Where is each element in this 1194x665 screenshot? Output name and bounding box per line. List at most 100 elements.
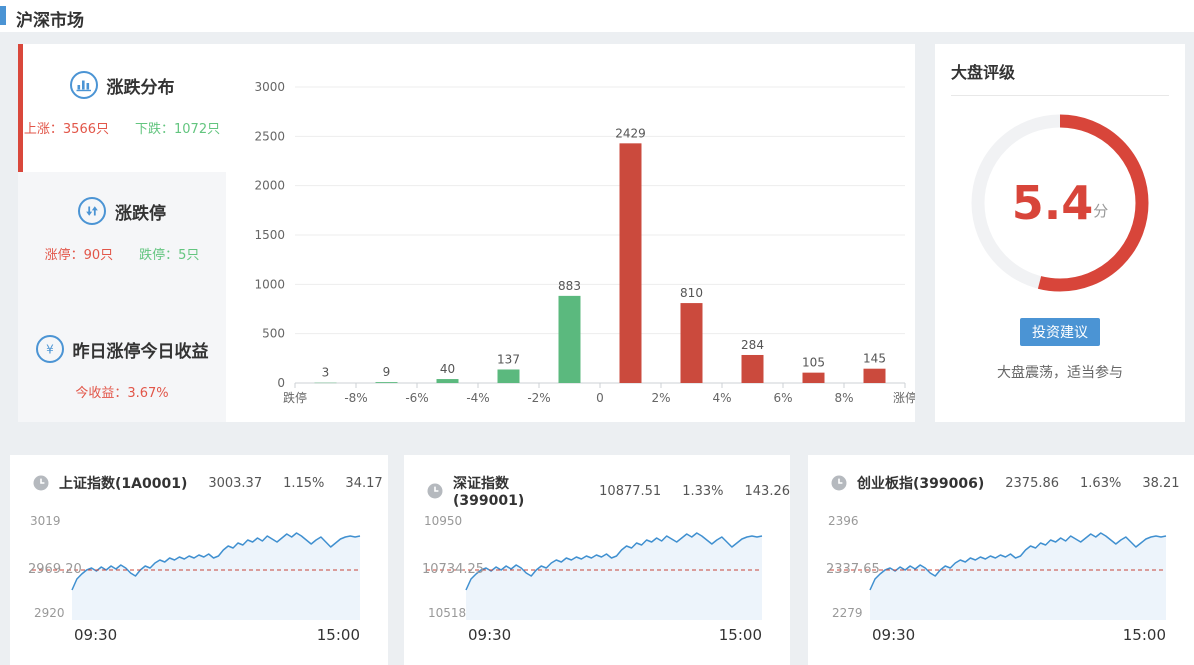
market-rating-card: 大盘评级 5.4 分 投资建议 大盘震荡，适当参与 — [935, 44, 1185, 422]
svg-text:1000: 1000 — [254, 277, 285, 291]
svg-text:6%: 6% — [773, 391, 792, 405]
svg-text:-8%: -8% — [344, 391, 367, 405]
advice-text: 大盘震荡，适当参与 — [997, 365, 1123, 381]
clock-icon — [33, 475, 49, 491]
svg-text:15:00: 15:00 — [1123, 626, 1166, 644]
limit-down-count: 跌停：5只 — [139, 248, 200, 263]
yesterday-title: 昨日涨停今日收益 — [72, 341, 209, 362]
index-change-amt: 34.17 — [345, 475, 383, 491]
index-name: 上证指数(1A0001) — [59, 476, 188, 492]
svg-text:883: 883 — [558, 279, 581, 293]
section-accent-bar — [18, 44, 23, 172]
rating-score: 5.4 — [1011, 176, 1094, 230]
svg-text:145: 145 — [863, 352, 886, 366]
index-price: 10877.51 — [599, 483, 662, 499]
rating-divider — [951, 95, 1169, 96]
svg-text:10518: 10518 — [428, 606, 466, 620]
index-card-shanghai: 上证指数(1A0001) 3003.37 1.15% 34.17 3019 296… — [10, 455, 388, 665]
svg-text:284: 284 — [741, 338, 764, 352]
limit-section: 涨跌停 涨停：90只 跌停：5只 — [18, 172, 226, 307]
svg-text:15:00: 15:00 — [317, 626, 360, 644]
svg-text:-4%: -4% — [466, 391, 489, 405]
svg-text:2279: 2279 — [832, 606, 863, 620]
up-count: 上涨：3566只 — [23, 122, 109, 137]
today-profit: 今收益：3.67% — [75, 386, 169, 401]
svg-text:15:00: 15:00 — [719, 626, 762, 644]
svg-text:2000: 2000 — [254, 179, 285, 193]
index-change-amt: 143.26 — [744, 483, 791, 499]
rating-title: 大盘评级 — [951, 63, 1016, 82]
svg-text:-2%: -2% — [527, 391, 550, 405]
page-header: 沪深市场 — [0, 0, 1194, 32]
index-line-chart: 3019 2969.20 2920 09:30 15:00 — [28, 514, 361, 644]
svg-text:跌停: 跌停 — [283, 390, 307, 405]
svg-text:0: 0 — [277, 376, 285, 390]
yen-icon: ¥ — [35, 335, 64, 363]
svg-text:2396: 2396 — [828, 514, 859, 528]
svg-text:2920: 2920 — [34, 606, 65, 620]
svg-text:09:30: 09:30 — [468, 626, 511, 644]
bar-chart-icon — [69, 71, 98, 99]
index-card-shenzhen: 深证指数(399001) 10877.51 1.33% 143.26 10950… — [404, 455, 790, 665]
index-card-chinext: 创业板指(399006) 2375.86 1.63% 38.21 2396 233… — [808, 455, 1194, 665]
svg-text:09:30: 09:30 — [872, 626, 915, 644]
index-change-pct: 1.33% — [682, 483, 724, 499]
svg-text:2969.20: 2969.20 — [28, 562, 82, 577]
svg-text:3019: 3019 — [30, 514, 61, 528]
svg-text:涨停: 涨停 — [893, 390, 915, 405]
svg-text:3000: 3000 — [254, 80, 285, 94]
index-change-amt: 38.21 — [1142, 475, 1180, 491]
svg-text:10950: 10950 — [424, 514, 462, 528]
svg-text:1500: 1500 — [254, 228, 285, 242]
svg-text:8%: 8% — [834, 391, 853, 405]
svg-text:¥: ¥ — [46, 343, 54, 357]
svg-text:10734.25: 10734.25 — [422, 562, 484, 577]
index-header: 创业板指(399006) 2375.86 1.63% 38.21 — [831, 473, 1180, 493]
rating-score-unit: 分 — [1093, 201, 1109, 220]
index-change-pct: 1.15% — [283, 475, 325, 491]
investment-advice-button[interactable]: 投资建议 — [1020, 318, 1100, 346]
index-header: 上证指数(1A0001) 3003.37 1.15% 34.17 — [33, 473, 383, 493]
svg-text:4%: 4% — [712, 391, 731, 405]
index-price: 3003.37 — [208, 475, 263, 491]
index-header: 深证指数(399001) 10877.51 1.33% 143.26 — [427, 473, 790, 509]
limit-title: 涨跌停 — [115, 203, 166, 224]
svg-text:105: 105 — [802, 356, 825, 370]
down-count: 下跌：1072只 — [135, 122, 221, 137]
index-line-chart: 2396 2337.65 2279 09:30 15:00 — [826, 514, 1167, 644]
svg-text:-6%: -6% — [405, 391, 428, 405]
svg-text:2500: 2500 — [254, 129, 285, 143]
distribution-section: 涨跌分布 上涨：3566只 下跌：1072只 — [18, 44, 226, 172]
secondary-stats-block: 涨跌停 涨停：90只 跌停：5只 ¥ 昨日涨停今日收益 — [18, 172, 226, 422]
svg-text:137: 137 — [497, 352, 520, 366]
distribution-title: 涨跌分布 — [106, 77, 175, 98]
rating-gauge-wrap: 5.4 分 — [965, 108, 1155, 302]
market-info-column: 涨跌分布 上涨：3566只 下跌：1072只 — [18, 44, 226, 422]
clock-icon — [427, 483, 443, 499]
market-overview-card: 涨跌分布 上涨：3566只 下跌：1072只 — [18, 44, 917, 422]
clock-icon — [831, 475, 847, 491]
svg-text:40: 40 — [440, 362, 455, 376]
svg-text:0: 0 — [596, 391, 604, 405]
header-accent-bar — [0, 6, 6, 25]
index-name: 深证指数(399001) — [453, 476, 525, 509]
index-change-pct: 1.63% — [1080, 475, 1122, 491]
svg-text:9: 9 — [383, 365, 391, 379]
yesterday-section: ¥ 昨日涨停今日收益 今收益：3.67% — [18, 307, 226, 401]
distribution-bar-chart: 0 500 1000 1500 2000 2500 3000 跌停 -8% -6% -4% -2% 0 2… — [254, 80, 917, 405]
rating-gauge — [971, 114, 1149, 292]
distribution-chart-area: 0 500 1000 1500 2000 2500 3000 跌停 -8% -6% -4% -2% 0 2… — [226, 44, 917, 422]
svg-text:810: 810 — [680, 286, 703, 300]
limit-up-count: 涨停：90只 — [44, 248, 114, 263]
svg-text:09:30: 09:30 — [74, 626, 117, 644]
page-title: 沪深市场 — [16, 11, 84, 31]
up-down-arrows-icon — [78, 197, 106, 225]
index-name: 创业板指(399006) — [857, 476, 985, 492]
index-price: 2375.86 — [1005, 475, 1060, 491]
svg-text:2337.65: 2337.65 — [826, 562, 880, 577]
svg-text:3: 3 — [322, 366, 330, 380]
svg-text:2429: 2429 — [615, 126, 646, 140]
svg-text:500: 500 — [262, 327, 285, 341]
